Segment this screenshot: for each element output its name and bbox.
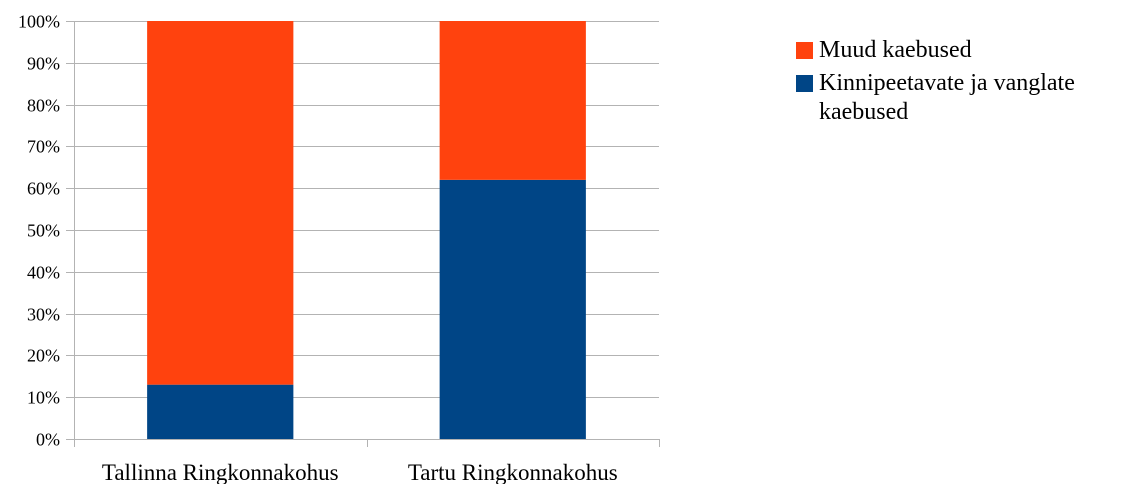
legend-item: Kinnipeetavate ja vanglate kaebused bbox=[796, 69, 1141, 127]
y-tick-label: 50% bbox=[27, 221, 60, 241]
legend-label: Kinnipeetavate ja vanglate kaebused bbox=[819, 70, 1075, 125]
y-tick-labels: 0% 10% 20% 30% 40% 50% 60% 70% 80% 90% 100% bbox=[18, 12, 60, 450]
y-tick-label: 80% bbox=[27, 96, 60, 116]
legend-swatch bbox=[796, 75, 813, 92]
x-tick-label: Tartu Ringkonnakohus bbox=[408, 460, 618, 484]
bar-segment bbox=[147, 384, 294, 439]
bar-segment bbox=[147, 21, 294, 385]
legend-item: Muud kaebused bbox=[796, 36, 1141, 65]
y-tick-label: 30% bbox=[27, 305, 60, 325]
y-tick-label: 10% bbox=[27, 388, 60, 408]
legend-label: Muud kaebused bbox=[819, 37, 972, 63]
y-tick-label: 40% bbox=[27, 263, 60, 283]
legend-swatch bbox=[796, 42, 813, 59]
axis-layer bbox=[74, 21, 660, 447]
bars-layer bbox=[147, 21, 586, 439]
y-tick-label: 20% bbox=[27, 346, 60, 366]
y-tick-label: 100% bbox=[18, 12, 60, 32]
x-tick-labels: Tallinna Ringkonnakohus Tartu Ringkonnako… bbox=[102, 460, 618, 485]
y-tick-label: 0% bbox=[36, 430, 60, 450]
bar-segment bbox=[439, 21, 586, 180]
y-tick-label: 60% bbox=[27, 179, 60, 199]
legend: Muud kaebused Kinnipeetavate ja vanglate … bbox=[796, 36, 1141, 131]
bar-segment bbox=[439, 179, 586, 439]
y-tick-label: 70% bbox=[27, 137, 60, 157]
y-tick-label: 90% bbox=[27, 54, 60, 74]
x-tick-label: Tallinna Ringkonnakohus bbox=[102, 460, 339, 484]
